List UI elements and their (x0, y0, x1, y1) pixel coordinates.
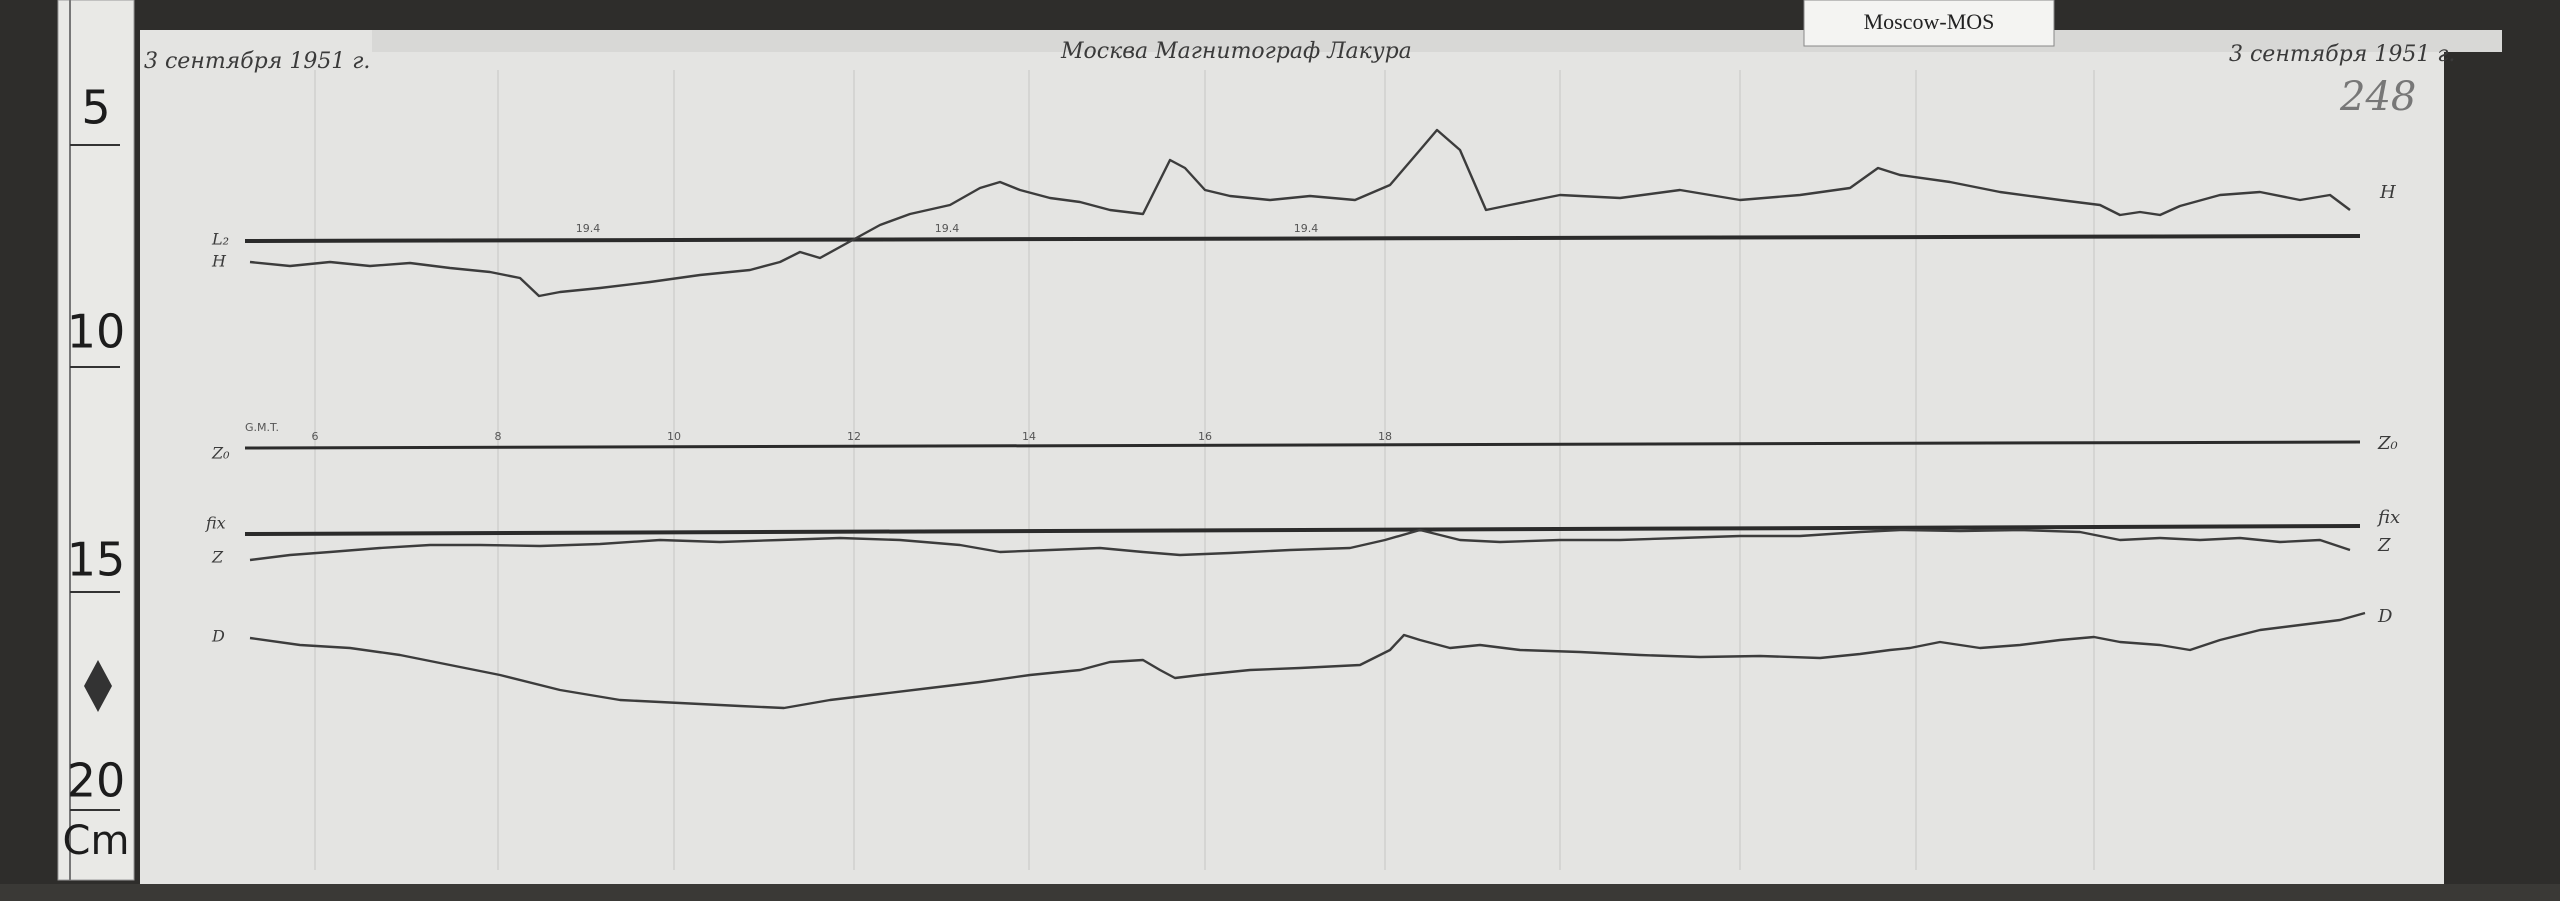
date-left: 3 сентября 1951 г. (144, 49, 370, 74)
baseline-note: 19.4 (576, 222, 601, 235)
ruler-mark: 5 (81, 81, 110, 135)
ruler-unit: Cm (63, 818, 130, 864)
baseline-note: 19.4 (1294, 222, 1319, 235)
trace-label: Z (211, 548, 224, 567)
trace-label: fix (205, 514, 226, 533)
hour-label: 8 (495, 430, 502, 443)
header-title: Москва Магнитограф Лакура (1060, 39, 1412, 64)
ruler-mark: 20 (67, 754, 126, 808)
ruler-mark: 10 (67, 305, 126, 359)
fix-baseline (244, 524, 2361, 536)
trace-label: Z₀ (2377, 433, 2398, 454)
trace-label: Z (2377, 535, 2391, 556)
hour-label: 12 (847, 430, 861, 443)
l2-baseline (244, 234, 2361, 243)
sheet-number: 248 (2339, 74, 2416, 120)
archive-label-box (1803, 0, 2055, 47)
paper-sheet (140, 30, 2444, 892)
hour-label: 14 (1022, 430, 1036, 443)
hour-label: 18 (1378, 430, 1392, 443)
trace-label: H (211, 252, 227, 271)
trace-label: Z₀ (211, 444, 230, 463)
d-trace (249, 611, 2366, 710)
paper-top-edge (372, 30, 2502, 52)
hour-label: 10 (667, 430, 681, 443)
hour-label: 6 (312, 430, 319, 443)
h-trace (249, 128, 2351, 298)
trace-label: L₂ (211, 230, 229, 249)
hour-label: 16 (1198, 430, 1212, 443)
bottom-frame (0, 884, 2560, 901)
time-scale-label: G.M.T. (245, 421, 279, 434)
ruler-mark: 15 (67, 533, 126, 587)
z-trace (249, 528, 2351, 562)
trace-label: D (211, 627, 225, 646)
trace-label: fix (2376, 507, 2400, 528)
trace-label: H (2379, 182, 2396, 203)
z0-baseline (244, 440, 2361, 450)
date-right: 3 сентября 1951 г. (2229, 42, 2455, 67)
hour-lines (314, 70, 2095, 870)
trace-label: D (2377, 606, 2393, 627)
archive-label: Moscow-MOS (1864, 9, 1995, 34)
ruler-diamond (84, 660, 112, 712)
baseline-note: 19.4 (935, 222, 960, 235)
